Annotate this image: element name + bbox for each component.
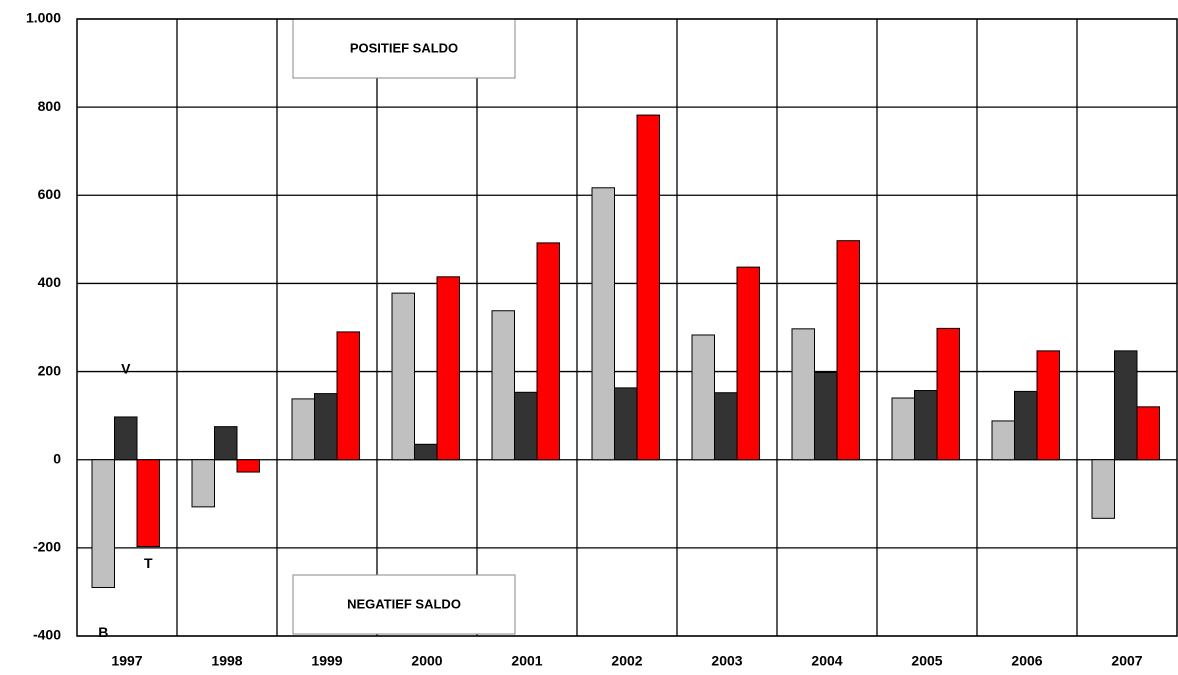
bar — [936, 327, 960, 461]
y-tick-label: 400 — [38, 274, 62, 290]
y-tick-label: 800 — [38, 98, 62, 114]
bar — [836, 240, 860, 461]
bar — [1114, 350, 1138, 461]
bar — [691, 334, 715, 461]
y-tick-label: 200 — [38, 362, 62, 378]
x-tick-label: 2004 — [811, 653, 842, 669]
bar — [1036, 350, 1060, 461]
bar — [236, 459, 260, 473]
legend-label: B — [98, 624, 108, 640]
x-tick-label: 2006 — [1011, 653, 1042, 669]
bar — [214, 426, 238, 461]
legend-label: T — [144, 555, 153, 571]
y-tick-label: -200 — [33, 539, 61, 555]
bar — [991, 420, 1015, 461]
annotation: POSITIEF SALDO — [350, 40, 458, 55]
bar — [1014, 390, 1038, 461]
x-tick-label: 1997 — [111, 653, 142, 669]
bar — [636, 114, 660, 461]
bar — [391, 292, 415, 461]
bar — [791, 328, 815, 461]
plot-border — [76, 18, 1178, 637]
x-tick-label: 1999 — [311, 653, 342, 669]
bar — [914, 390, 938, 461]
x-tick-label: 2003 — [711, 653, 742, 669]
bar — [614, 387, 638, 461]
y-tick-label: 1.000 — [26, 10, 61, 26]
bar — [436, 276, 460, 461]
bar — [314, 393, 338, 461]
bar — [136, 459, 160, 548]
bar — [536, 242, 560, 461]
bar — [591, 187, 615, 461]
annotation-box — [292, 574, 516, 635]
bar — [736, 266, 760, 461]
bar — [714, 392, 738, 461]
x-tick-label: 2007 — [1111, 653, 1142, 669]
bar — [514, 391, 538, 461]
x-tick-label: 2005 — [911, 653, 942, 669]
bar — [491, 310, 515, 461]
x-tick-label: 1998 — [211, 653, 242, 669]
bar — [291, 398, 315, 461]
bar — [814, 371, 838, 461]
y-tick-label: 0 — [53, 450, 61, 466]
bar — [414, 443, 438, 461]
x-tick-label: 2001 — [511, 653, 542, 669]
y-tick-label: -400 — [33, 627, 61, 643]
bar — [114, 416, 138, 461]
bar — [191, 459, 215, 508]
y-tick-label: 600 — [38, 186, 62, 202]
bar — [891, 397, 915, 461]
bar — [1136, 406, 1160, 461]
bar — [336, 331, 360, 461]
bar — [91, 459, 115, 589]
annotation: NEGATIEF SALDO — [347, 596, 461, 611]
legend-label: V — [121, 361, 131, 377]
x-tick-label: 2002 — [611, 653, 642, 669]
bar — [1091, 459, 1115, 519]
x-tick-label: 2000 — [411, 653, 442, 669]
annotation-box — [292, 18, 516, 79]
